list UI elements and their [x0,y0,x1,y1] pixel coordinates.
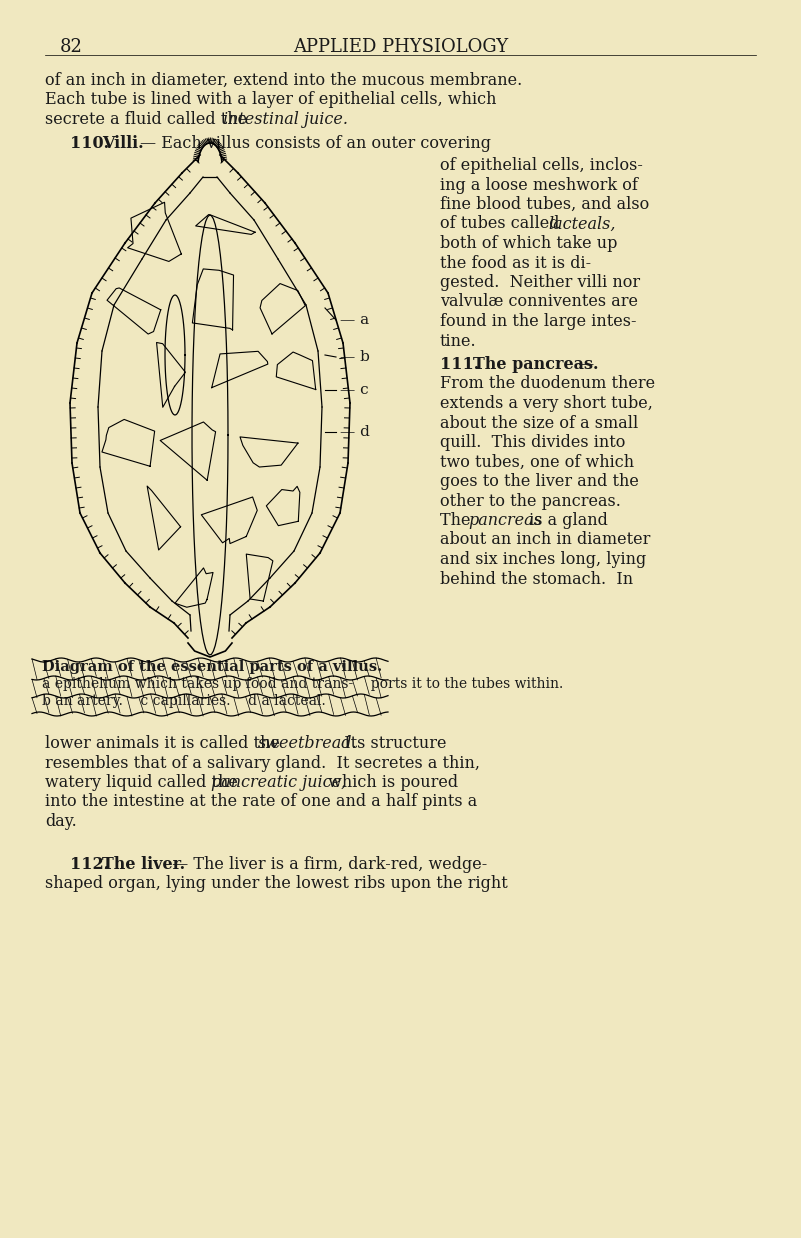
Text: — d: — d [340,425,370,439]
Text: Its structure: Its structure [334,735,446,751]
Text: both of which take up: both of which take up [440,235,618,253]
Text: of epithelial cells, inclos-: of epithelial cells, inclos- [440,157,643,175]
Text: lower animals it is called the: lower animals it is called the [45,735,285,751]
Text: 110.: 110. [70,135,109,151]
Text: a epithelium which takes up food and trans-    ports it to the tubes within.: a epithelium which takes up food and tra… [42,677,563,691]
Text: of an inch in diameter, extend into the mucous membrane.: of an inch in diameter, extend into the … [45,72,522,89]
Text: 111.: 111. [440,357,479,373]
Text: day.: day. [45,813,77,829]
Text: fine blood tubes, and also: fine blood tubes, and also [440,196,650,213]
Text: gested.  Neither villi nor: gested. Neither villi nor [440,274,640,291]
Text: — Each villus consists of an outer covering: — Each villus consists of an outer cover… [140,135,491,151]
Text: — c: — c [340,383,368,397]
Text: The pancreas.: The pancreas. [473,357,598,373]
Text: goes to the liver and the: goes to the liver and the [440,473,639,490]
Text: valvulæ conniventes are: valvulæ conniventes are [440,293,638,311]
Text: of tubes called: of tubes called [440,215,565,233]
Text: — b: — b [340,350,370,364]
Text: is a gland: is a gland [524,513,608,529]
Text: watery liquid called the: watery liquid called the [45,774,243,791]
Text: Diagram of the essential parts of a villus.: Diagram of the essential parts of a vill… [42,660,382,673]
Text: lacteals,: lacteals, [548,215,615,233]
Text: — The liver is a firm, dark-red, wedge-: — The liver is a firm, dark-red, wedge- [167,855,487,873]
Text: sweetbread.: sweetbread. [258,735,357,751]
Text: which is poured: which is poured [323,774,458,791]
Text: APPLIED PHYSIOLOGY: APPLIED PHYSIOLOGY [293,38,509,56]
Text: pancreas: pancreas [468,513,541,529]
Text: —: — [573,357,594,373]
Text: Each tube is lined with a layer of epithelial cells, which: Each tube is lined with a layer of epith… [45,92,497,109]
Text: intestinal juice.: intestinal juice. [223,111,348,128]
Text: — a: — a [340,313,369,327]
Polygon shape [70,155,350,647]
Text: b an artery.    c capillaries.    d a lacteal.: b an artery. c capillaries. d a lacteal. [42,695,326,708]
Text: about the size of a small: about the size of a small [440,415,638,432]
Text: 112.: 112. [70,855,109,873]
Text: pancreatic juice,: pancreatic juice, [211,774,346,791]
Text: resembles that of a salivary gland.  It secretes a thin,: resembles that of a salivary gland. It s… [45,754,480,771]
Text: behind the stomach.  In: behind the stomach. In [440,571,633,588]
Text: The liver.: The liver. [102,855,185,873]
Text: other to the pancreas.: other to the pancreas. [440,493,621,510]
Text: the food as it is di-: the food as it is di- [440,255,591,271]
Text: into the intestine at the rate of one and a half pints a: into the intestine at the rate of one an… [45,794,477,811]
Text: and six inches long, lying: and six inches long, lying [440,551,646,568]
Text: 82: 82 [60,38,83,56]
Text: extends a very short tube,: extends a very short tube, [440,395,653,412]
Text: Villi.: Villi. [102,135,143,151]
Text: found in the large intes-: found in the large intes- [440,313,637,331]
Text: two tubes, one of which: two tubes, one of which [440,453,634,470]
Text: about an inch in diameter: about an inch in diameter [440,531,650,548]
Text: From the duodenum there: From the duodenum there [440,375,655,392]
Text: secrete a fluid called the: secrete a fluid called the [45,111,252,128]
Text: The: The [440,513,476,529]
Text: quill.  This divides into: quill. This divides into [440,435,626,451]
Text: ing a loose meshwork of: ing a loose meshwork of [440,177,638,193]
Text: tine.: tine. [440,333,477,349]
Text: shaped organ, lying under the lowest ribs upon the right: shaped organ, lying under the lowest rib… [45,875,508,893]
